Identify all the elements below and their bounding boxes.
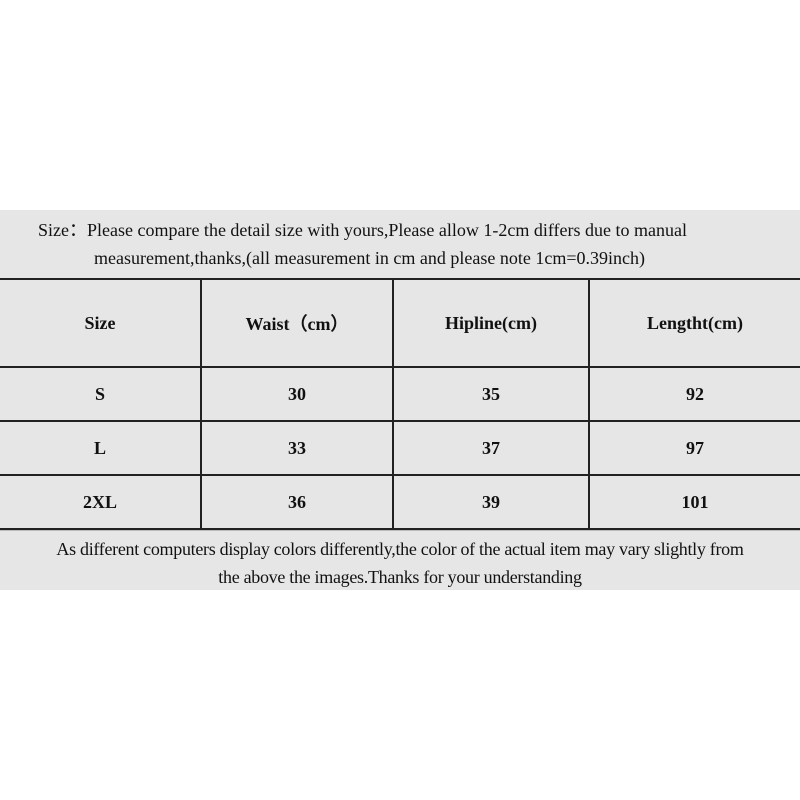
- cell-hipline: 37: [392, 420, 590, 476]
- table-row: L 33 37 97: [0, 420, 800, 476]
- cell-length: 101: [588, 474, 800, 530]
- cell-waist: 36: [200, 474, 394, 530]
- disclaimer-line-2: the above the images.Thanks for your und…: [218, 567, 582, 587]
- cell-waist: 33: [200, 420, 394, 476]
- size-table: Size Waist（cm） Hipline(cm) Lengtht(cm) S…: [0, 278, 800, 530]
- disclaimer-line-1: As different computers display colors di…: [56, 539, 744, 559]
- size-note-line-2: measurement,thanks,(all measurement in c…: [94, 248, 645, 268]
- size-note-line-1: Size：Please compare the detail size with…: [38, 220, 687, 240]
- cell-length: 92: [588, 366, 800, 422]
- cell-hipline: 39: [392, 474, 590, 530]
- size-chart: Size：Please compare the detail size with…: [0, 210, 800, 590]
- header-waist: Waist（cm）: [200, 278, 394, 368]
- cell-waist: 30: [200, 366, 394, 422]
- cell-size: L: [0, 420, 202, 476]
- cell-size: 2XL: [0, 474, 202, 530]
- cell-length: 97: [588, 420, 800, 476]
- header-hipline: Hipline(cm): [392, 278, 590, 368]
- cell-size: S: [0, 366, 202, 422]
- table-row: S 30 35 92: [0, 366, 800, 422]
- table-row: 2XL 36 39 101: [0, 474, 800, 530]
- table-header-row: Size Waist（cm） Hipline(cm) Lengtht(cm): [0, 278, 800, 368]
- color-disclaimer: As different computers display colors di…: [0, 530, 800, 595]
- header-length: Lengtht(cm): [588, 278, 800, 368]
- size-note: Size：Please compare the detail size with…: [0, 210, 800, 278]
- header-size: Size: [0, 278, 202, 368]
- cell-hipline: 35: [392, 366, 590, 422]
